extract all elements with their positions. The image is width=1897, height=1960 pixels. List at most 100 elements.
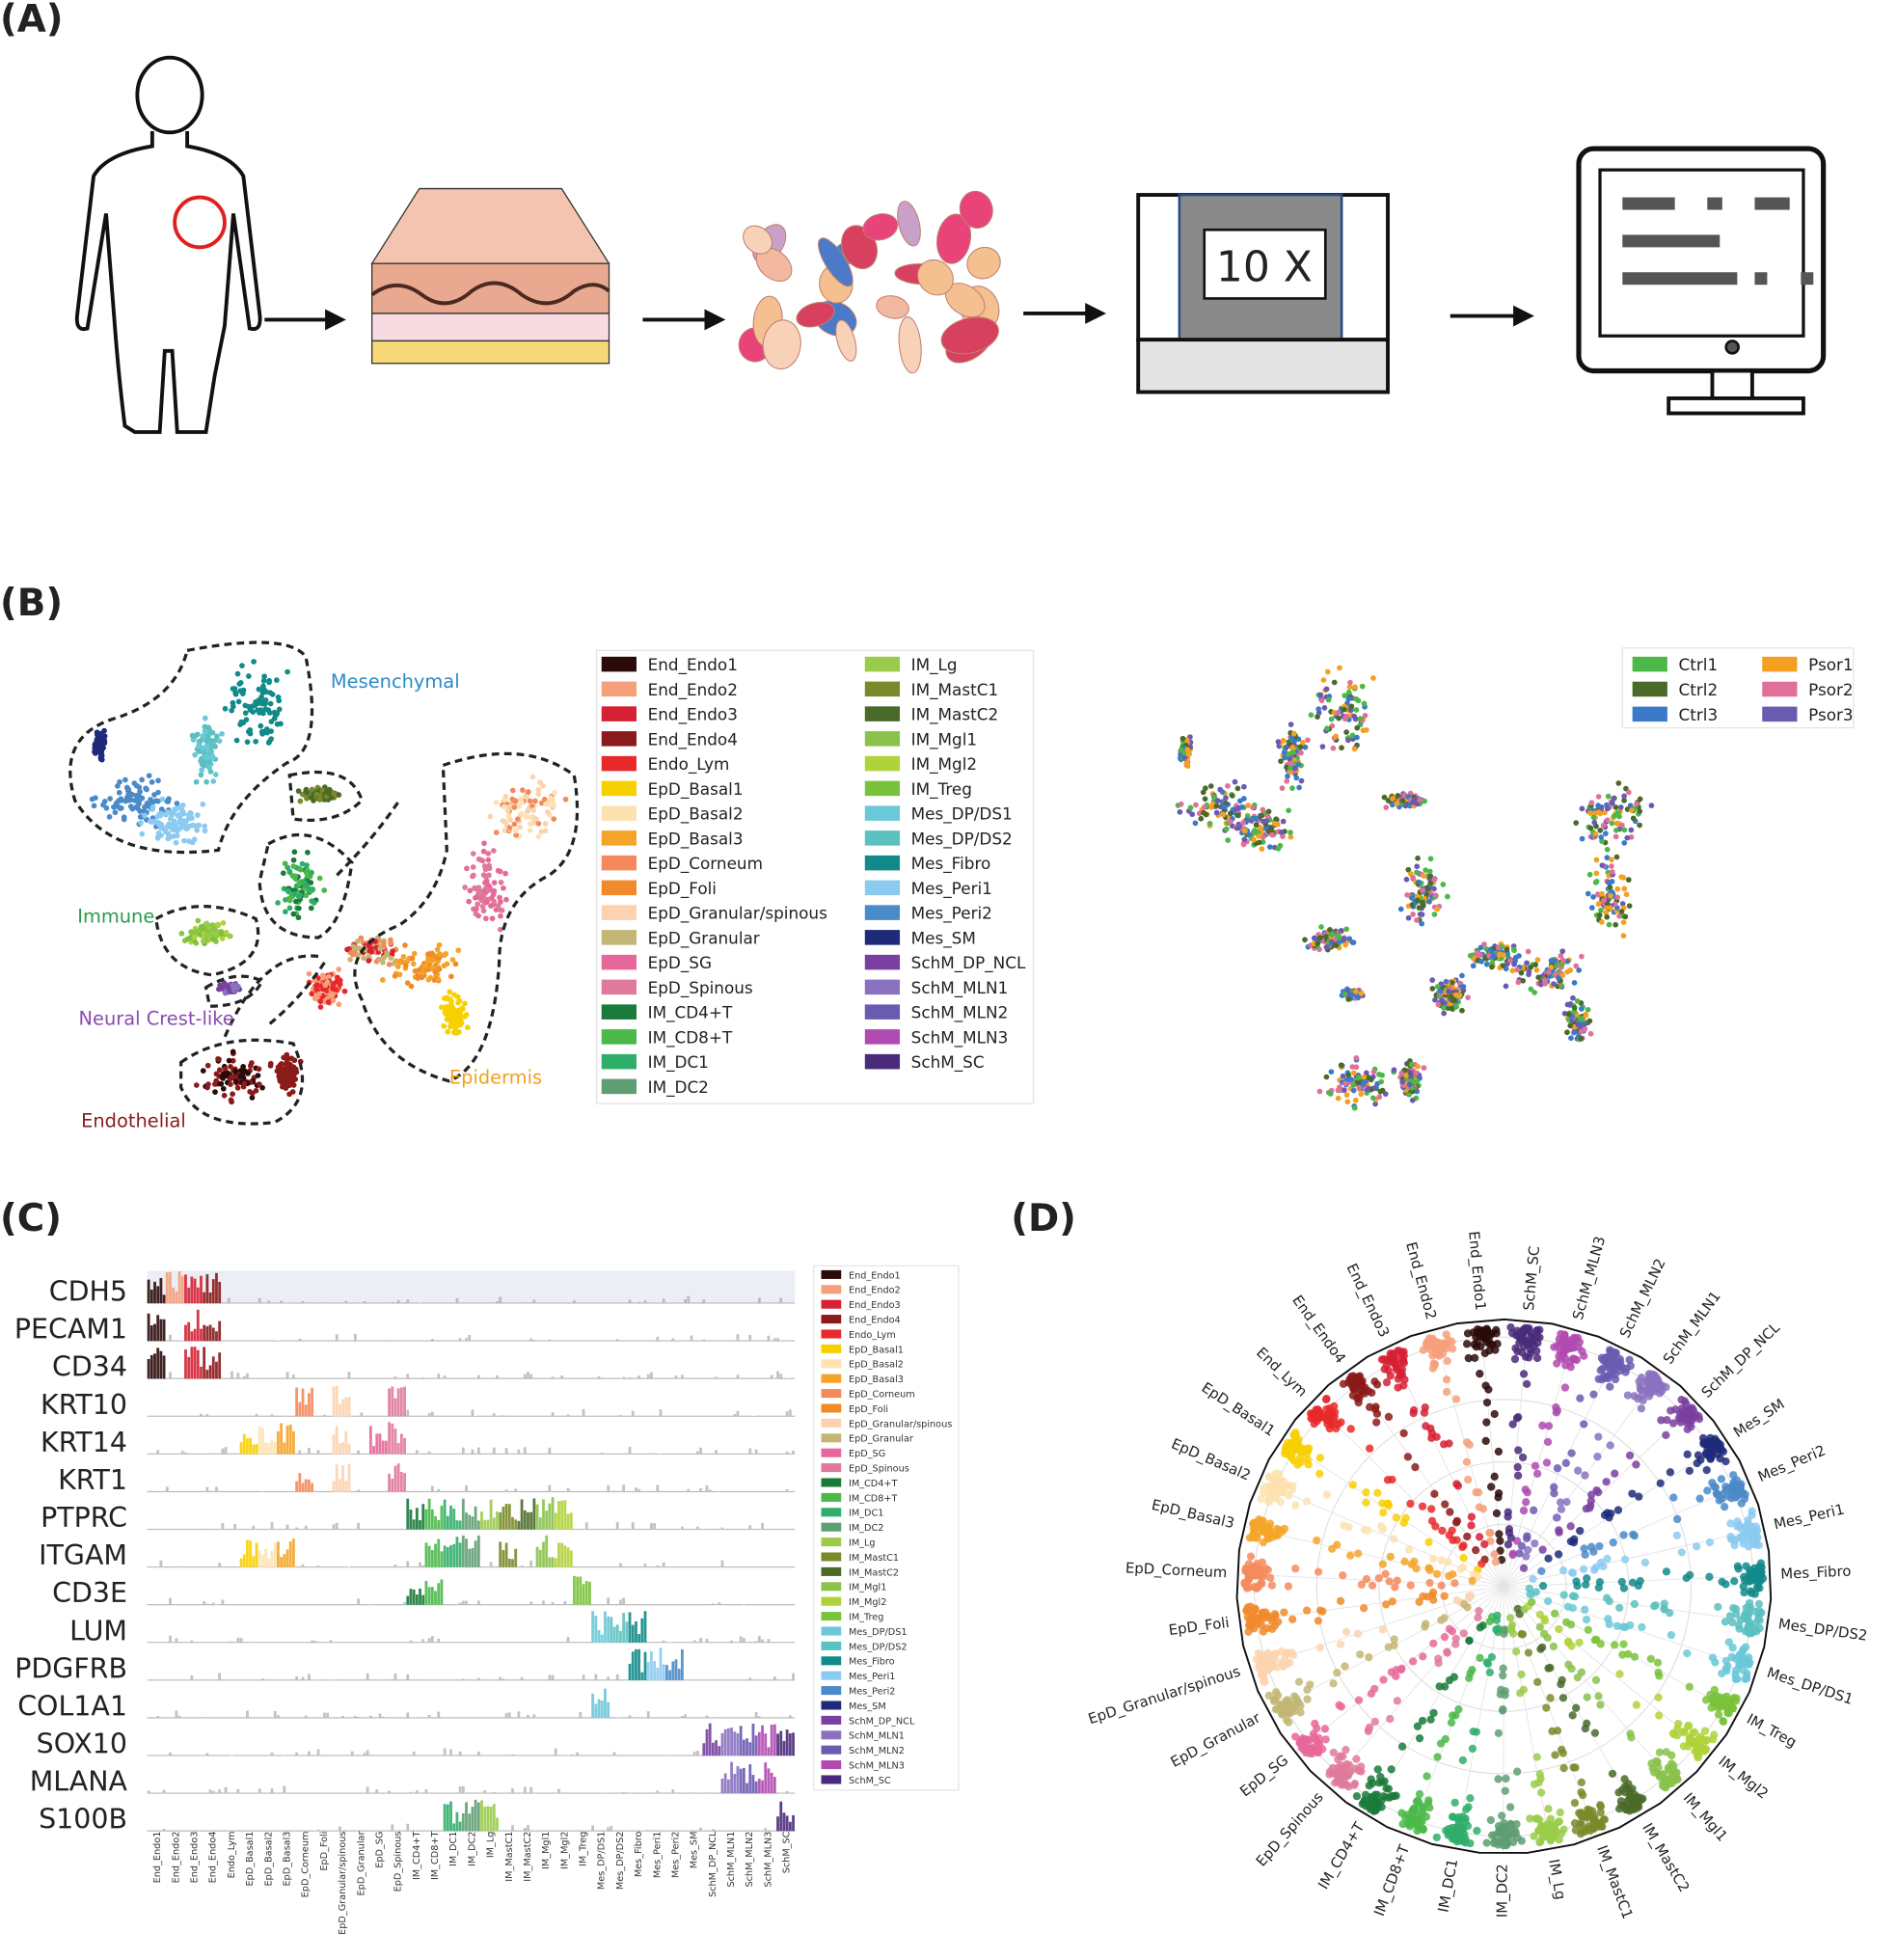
umap-point (1585, 1006, 1591, 1013)
expr-bar (277, 1302, 280, 1304)
expr-bar (720, 1490, 724, 1492)
expr-bar (175, 1604, 178, 1605)
umap-point (1351, 746, 1358, 752)
expr-bar (702, 1490, 706, 1492)
expr-bar (252, 1525, 256, 1530)
umap-point (297, 1058, 304, 1065)
expr-bar (449, 1604, 452, 1605)
expr-bar (542, 1490, 545, 1492)
expr-bar (625, 1340, 629, 1342)
expr-bar (169, 1565, 172, 1567)
expr-bar (501, 1377, 505, 1379)
umap-point (408, 983, 415, 990)
expr-bar (607, 1484, 610, 1492)
expr-bar (723, 1302, 727, 1304)
expr-bar (687, 1340, 691, 1342)
expr-bar (557, 1453, 560, 1455)
expr-bar (347, 1604, 351, 1605)
umap-point (447, 989, 453, 995)
expr-bar (149, 1290, 153, 1304)
expr-bar (165, 1528, 169, 1530)
expr-bar (409, 1453, 413, 1455)
legend-swatch (864, 1053, 901, 1070)
expr-bar (680, 1526, 684, 1530)
expr-bar (169, 1372, 172, 1379)
umap-point (463, 1012, 470, 1018)
expr-bar (635, 1302, 637, 1304)
expr-bar (190, 1604, 194, 1605)
expr-bar (449, 1453, 452, 1455)
umap-point (1399, 1078, 1406, 1085)
umap-point (285, 1055, 291, 1062)
umap-point (230, 699, 236, 706)
expr-bar (424, 1490, 428, 1492)
expr-bar (208, 1365, 212, 1379)
expr-bar (255, 1413, 258, 1417)
umap-point (1394, 801, 1400, 807)
expr-bar (218, 1490, 222, 1492)
umap-point (509, 787, 516, 794)
expr-bar (366, 1415, 369, 1417)
umap-point (308, 794, 314, 801)
expr-bar (332, 1377, 336, 1379)
expr-bar (169, 1490, 172, 1492)
umap-point (400, 953, 407, 960)
expr-bar (671, 1415, 675, 1417)
umap-point (93, 795, 98, 802)
expr-bar (233, 1453, 237, 1455)
legend-label: IM_MastC2 (911, 705, 998, 725)
expr-bar (597, 1528, 601, 1530)
umap-point (200, 938, 206, 944)
expr-bar (615, 1339, 619, 1342)
expr-bar (350, 1302, 354, 1304)
expr-bar (604, 1302, 607, 1304)
umap-point (1370, 1095, 1376, 1102)
expr-bar (311, 1565, 314, 1567)
expr-bar (153, 1281, 156, 1304)
expr-bar (761, 1302, 764, 1304)
expr-bar (708, 1302, 712, 1304)
expr-bar (381, 1377, 385, 1379)
umap-point (180, 822, 186, 829)
expr-bar (458, 1542, 462, 1567)
umap-point (1408, 1061, 1415, 1068)
expr-bar (767, 1302, 771, 1304)
expr-bar (396, 1340, 400, 1342)
expr-bar (375, 1433, 379, 1455)
expr-bar (421, 1453, 425, 1455)
umap-point (237, 680, 244, 686)
expr-bar (440, 1453, 444, 1455)
expr-bar (403, 1340, 406, 1342)
expr-bar (628, 1340, 632, 1342)
expr-bar (156, 1348, 160, 1379)
expr-bar (548, 1415, 552, 1417)
expr-bar (172, 1528, 176, 1530)
expr-bar (600, 1490, 604, 1492)
expr-bar (563, 1415, 567, 1417)
umap-point (1556, 975, 1561, 981)
expr-bar (304, 1525, 308, 1530)
expr-bar (631, 1565, 635, 1567)
expr-bar (726, 1490, 730, 1492)
expr-bar (159, 1277, 163, 1304)
expr-bar (483, 1377, 487, 1379)
expr-bar (388, 1604, 391, 1605)
sample-site (173, 195, 227, 250)
umap-point (1333, 733, 1339, 740)
umap-point (454, 1029, 461, 1036)
umap-point (1242, 828, 1248, 834)
expr-bar (264, 1549, 268, 1567)
umap-point (358, 935, 365, 941)
umap-point (1265, 808, 1272, 815)
expr-bar (471, 1340, 474, 1342)
expr-bar (292, 1430, 295, 1455)
umap-point (1328, 716, 1335, 722)
umap-point (1629, 807, 1635, 813)
expr-bar (230, 1604, 233, 1605)
umap-point (1365, 1086, 1370, 1093)
expr-bar (218, 1453, 222, 1455)
expr-bar (449, 1490, 452, 1492)
expr-bar (252, 1302, 256, 1304)
umap-point (280, 1066, 286, 1073)
expr-bar (610, 1528, 613, 1530)
